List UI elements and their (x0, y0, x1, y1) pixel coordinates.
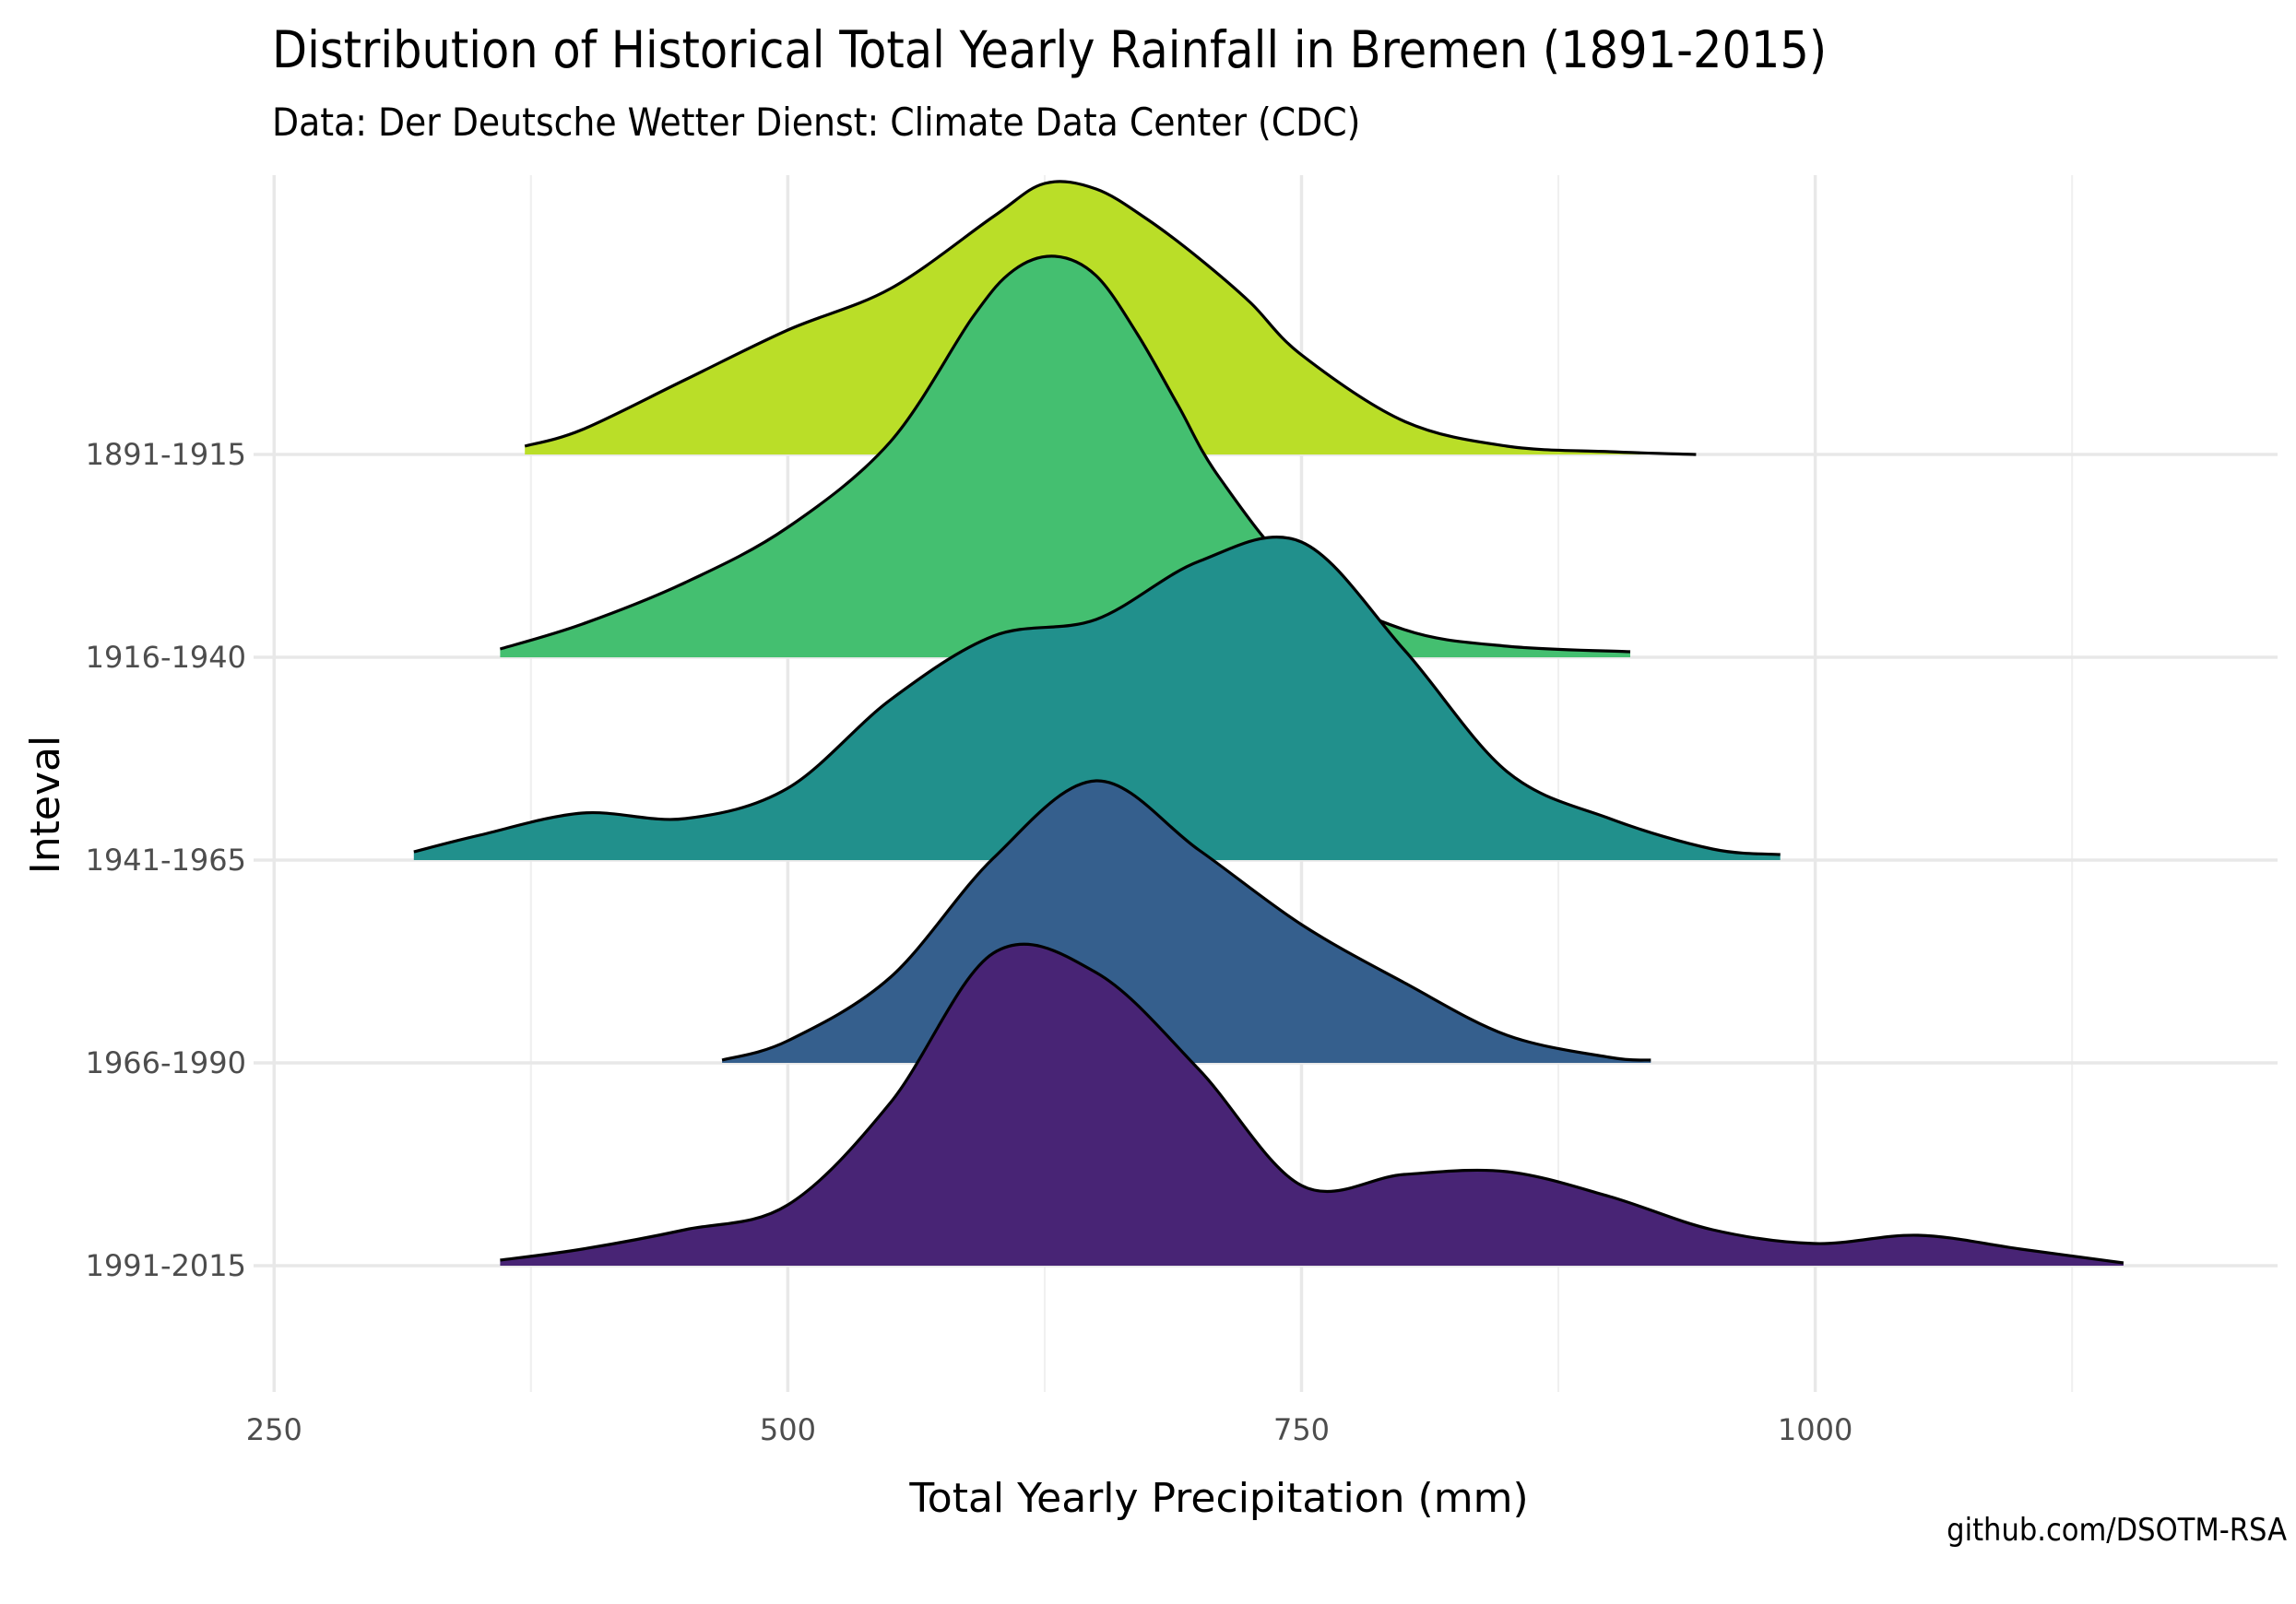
ridge-fill-1966-1990 (722, 780, 1651, 1063)
x-tick-label: 500 (760, 1412, 816, 1447)
ridge-fill-1991-2015 (500, 944, 2124, 1266)
ridge-outline-1991-2015 (500, 942, 2124, 1265)
ridges (413, 180, 2124, 1266)
x-tick-label: 750 (1273, 1412, 1330, 1447)
y-tick-label: 1941-1965 (86, 843, 246, 878)
ridge-outline-1891-1915 (524, 180, 1697, 456)
chart-title: Distribution of Historical Total Yearly … (272, 20, 1828, 79)
ridge-outline-1941-1965 (413, 535, 1781, 856)
x-tick-label: 250 (246, 1412, 302, 1447)
axes: 1891-1915 1916-1940 1941-1965 1966-1990 1991… (86, 437, 1853, 1447)
ridge-outline-1966-1990 (721, 779, 1651, 1062)
y-axis-title: Inteval (22, 736, 69, 874)
chart-subtitle: Data: Der Deutsche Wetter Dienst: Climat… (272, 100, 1361, 145)
y-tick-label: 1966-1990 (86, 1045, 246, 1080)
y-tick-label: 1891-1915 (86, 437, 246, 472)
ridge-fill-1916-1940 (500, 255, 1630, 657)
chart-caption: github.com/DSOTM-RSA (1947, 1512, 2287, 1549)
ridge-fill-1941-1965 (413, 537, 1781, 860)
x-axis-title: Total Yearly Precipitation (mm) (908, 1475, 1528, 1522)
x-tick-label: 1000 (1778, 1412, 1852, 1447)
y-tick-label: 1991-2015 (86, 1248, 246, 1283)
y-tick-label: 1916-1940 (86, 640, 246, 675)
